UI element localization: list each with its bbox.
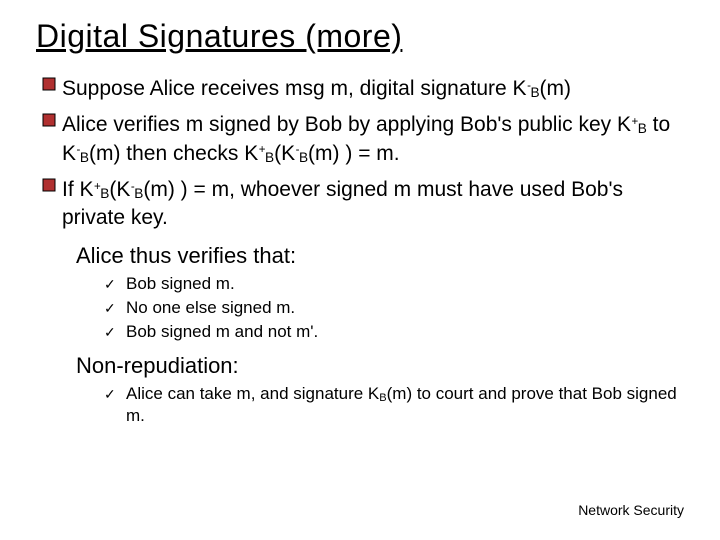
b2-c: (m) then checks K: [89, 142, 258, 165]
bullet-icon: [42, 77, 62, 91]
check-text-3: Bob signed m and not m'.: [126, 321, 684, 343]
bullet-item-1: Suppose Alice receives msg m, digital si…: [42, 75, 684, 103]
nonrepudiation-list: ✓ Alice can take m, and signature KB(m) …: [104, 383, 684, 427]
verifies-list: ✓ Bob signed m. ✓ No one else signed m. …: [104, 273, 684, 343]
check-icon: ✓: [104, 385, 126, 403]
check-item: ✓ Bob signed m.: [104, 273, 684, 295]
check-item: ✓ Alice can take m, and signature KB(m) …: [104, 383, 684, 427]
bullet-text-2: Alice verifies m signed by Bob by applyi…: [62, 111, 684, 168]
check-icon: ✓: [104, 299, 126, 317]
bullet-text-1: Suppose Alice receives msg m, digital si…: [62, 75, 684, 103]
sub-b: B: [379, 392, 386, 404]
bullet-item-3: If K+B(K-B(m) ) = m, whoever signed m mu…: [42, 176, 684, 233]
slide-title: Digital Signatures (more): [36, 18, 684, 55]
sub-b: B: [100, 186, 109, 201]
check-icon: ✓: [104, 275, 126, 293]
sub-b: B: [265, 150, 274, 165]
b2-e: (m) ) = m.: [308, 142, 400, 165]
main-bullet-list: Suppose Alice receives msg m, digital si…: [42, 75, 684, 233]
b2-a: Alice verifies m signed by Bob by applyi…: [62, 113, 631, 136]
nr-a: Alice can take m, and signature K: [126, 384, 379, 403]
sub-b: B: [299, 150, 308, 165]
verifies-heading: Alice thus verifies that:: [76, 243, 684, 269]
bullet-icon: [42, 113, 62, 127]
check-item: ✓ No one else signed m.: [104, 297, 684, 319]
sub-b: B: [134, 186, 143, 201]
b1-part-b: (m): [540, 77, 571, 100]
check-text-1: Bob signed m.: [126, 273, 684, 295]
bullet-item-2: Alice verifies m signed by Bob by applyi…: [42, 111, 684, 168]
bullet-icon: [42, 178, 62, 192]
nonrepudiation-section: Non-repudiation: ✓ Alice can take m, and…: [76, 353, 684, 427]
nonrepudiation-heading: Non-repudiation:: [76, 353, 684, 379]
check-item: ✓ Bob signed m and not m'.: [104, 321, 684, 343]
b2-d: (K: [274, 142, 295, 165]
b3-b: (K: [109, 178, 130, 201]
footer-text: Network Security: [578, 502, 684, 518]
b1-part-a: Suppose Alice receives msg m, digital si…: [62, 77, 527, 100]
bullet-text-3: If K+B(K-B(m) ) = m, whoever signed m mu…: [62, 176, 684, 233]
nonrepudiation-text: Alice can take m, and signature KB(m) to…: [126, 383, 684, 427]
verifies-section: Alice thus verifies that: ✓ Bob signed m…: [76, 243, 684, 343]
b3-a: If K: [62, 178, 94, 201]
sub-b: B: [80, 150, 89, 165]
sub-b: B: [530, 85, 539, 100]
sub-b: B: [638, 121, 647, 136]
check-icon: ✓: [104, 323, 126, 341]
check-text-2: No one else signed m.: [126, 297, 684, 319]
b3-c: (m) ) = m, whoever signed m must have us…: [62, 178, 623, 229]
